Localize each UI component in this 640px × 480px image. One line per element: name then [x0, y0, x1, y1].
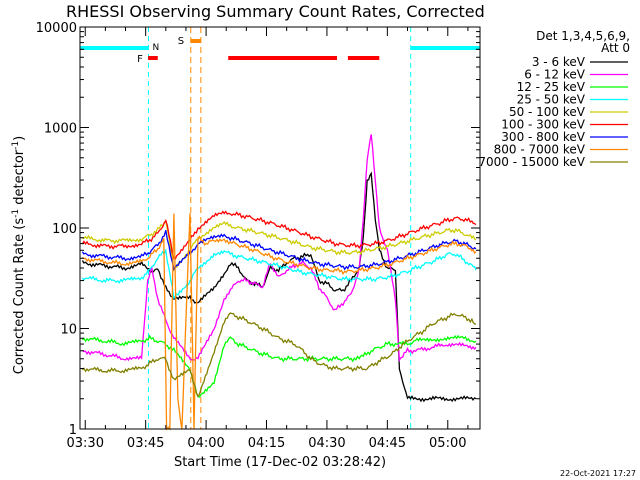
- series-line-2: [81, 334, 477, 398]
- y-tick-label: 100: [52, 222, 77, 237]
- y-tick-label: 1: [69, 423, 77, 438]
- x-tick-label: 03:45: [127, 436, 164, 451]
- flare-flag-label: F: [137, 54, 143, 65]
- legend-entry-2: 12 - 25 keV: [517, 80, 586, 94]
- legend-header-detectors: Det 1,3,4,5,6,9,: [536, 29, 630, 43]
- x-tick-label: 04:00: [187, 436, 224, 451]
- legend-entry-8: 7000 - 15000 keV: [478, 155, 585, 169]
- series-line-6: [81, 230, 477, 271]
- y-label-end: ): [12, 136, 27, 141]
- x-tick-label: 03:30: [67, 436, 104, 451]
- y-label-exp2: -1: [11, 141, 21, 150]
- timestamp: 22-Oct-2021 17:27: [560, 469, 636, 478]
- y-label-main: Corrected Count Rate (s: [12, 218, 27, 375]
- legend-entry-0: 3 - 6 keV: [532, 55, 586, 69]
- y-axis-label: Corrected Count Rate (s-1 detector-1): [11, 136, 27, 374]
- legend-entry-3: 25 - 50 keV: [517, 93, 586, 107]
- y-label-exp1: -1: [11, 209, 21, 218]
- legend-entry-6: 300 - 800 keV: [501, 130, 585, 144]
- x-tick-label: 04:15: [248, 436, 285, 451]
- svg-text:Corrected Count Rate (s-1 dete: Corrected Count Rate (s-1 detector-1): [11, 136, 27, 374]
- x-tick-label: 05:00: [429, 436, 466, 451]
- legend-entry-1: 6 - 12 keV: [524, 68, 586, 82]
- legend-header-attenuator: Att 0: [601, 41, 630, 55]
- legend-entry-4: 50 - 100 keV: [509, 105, 586, 119]
- series-line-0: [81, 171, 477, 403]
- x-axis-label: Start Time (17-Dec-02 03:28:42): [174, 455, 386, 470]
- saa-flag-label: S: [178, 36, 184, 47]
- y-tick-label: 10: [60, 323, 77, 338]
- legend-entry-5: 100 - 300 keV: [501, 118, 585, 132]
- series-line-4: [82, 220, 477, 272]
- x-tick-label: 04:45: [369, 436, 406, 451]
- chart-title: RHESSI Observing Summary Count Rates, Co…: [66, 2, 485, 21]
- y-tick-label: 10000: [36, 21, 77, 36]
- series-line-7: [82, 213, 477, 431]
- series-layer: [81, 134, 477, 431]
- series-line-8: [81, 312, 477, 398]
- x-tick-label: 04:30: [308, 436, 345, 451]
- axes-layer: 1 10 100 1000 10000 03:30 03:45 04:00 04:15 04:30…: [36, 21, 481, 451]
- y-tick-label: 1000: [44, 122, 77, 137]
- series-line-3: [81, 248, 477, 300]
- series-line-1: [81, 134, 477, 363]
- y-label-mid: detector: [12, 149, 27, 209]
- legend-entry-7: 800 - 7000 keV: [494, 143, 586, 157]
- series-line-5: [81, 210, 477, 260]
- night-flag-label: N: [152, 43, 159, 53]
